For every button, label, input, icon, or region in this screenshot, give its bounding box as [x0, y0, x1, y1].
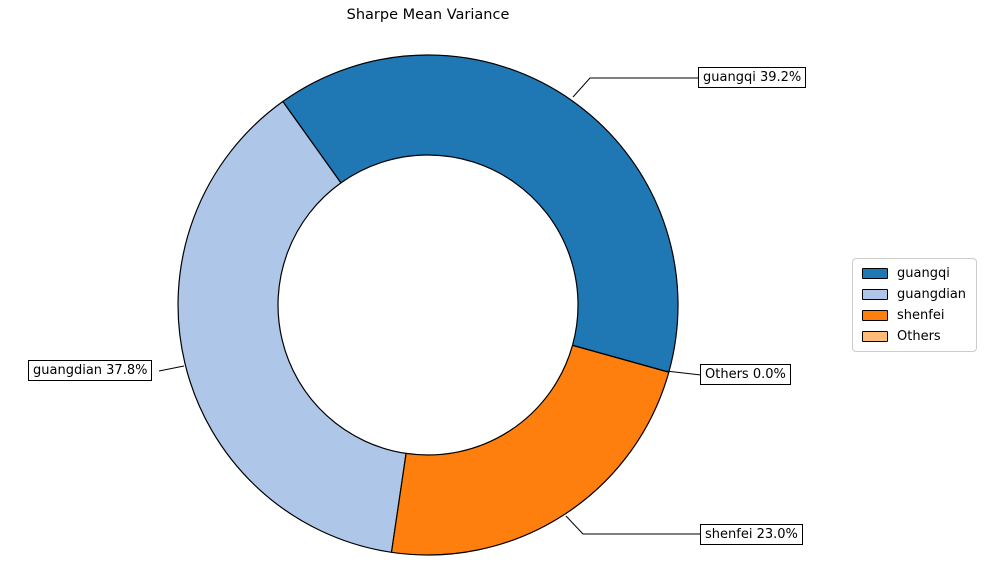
- leader-line-guangqi: [572, 77, 699, 98]
- legend-label-guangdian: guangdian: [897, 287, 967, 302]
- legend-label-shenfei: shenfei: [897, 308, 945, 323]
- legend-swatch-others: [862, 331, 888, 342]
- legend-swatch-guangdian: [862, 289, 888, 300]
- legend-swatch-guangqi: [862, 268, 888, 279]
- legend: guangqi guangdian shenfei Others: [852, 258, 978, 352]
- legend-swatch-shenfei: [862, 310, 888, 321]
- pie-label-guangqi: guangqi 39.2%: [698, 67, 807, 88]
- pie-label-guangdian: guangdian 37.8%: [28, 360, 153, 381]
- leader-line-others: [665, 370, 702, 376]
- pie-wedge-guangdian: [177, 100, 407, 553]
- pie-wedge-shenfei: [390, 344, 670, 556]
- pie-wedge-Others: [572, 344, 669, 373]
- pie-label-shenfei: shenfei 23.0%: [700, 524, 803, 545]
- pie-label-others: Others 0.0%: [700, 364, 791, 385]
- legend-item-others: Others: [862, 326, 966, 347]
- pie-wedge-guangqi: [282, 54, 679, 373]
- legend-item-guangdian: guangdian: [862, 284, 966, 305]
- leader-line-guangdian: [158, 365, 185, 372]
- legend-item-guangqi: guangqi: [862, 263, 966, 284]
- legend-item-shenfei: shenfei: [862, 305, 966, 326]
- legend-label-guangqi: guangqi: [897, 266, 950, 281]
- legend-label-others: Others: [897, 329, 941, 344]
- chart-title: Sharpe Mean Variance: [346, 7, 510, 23]
- leader-line-shenfei: [565, 515, 701, 535]
